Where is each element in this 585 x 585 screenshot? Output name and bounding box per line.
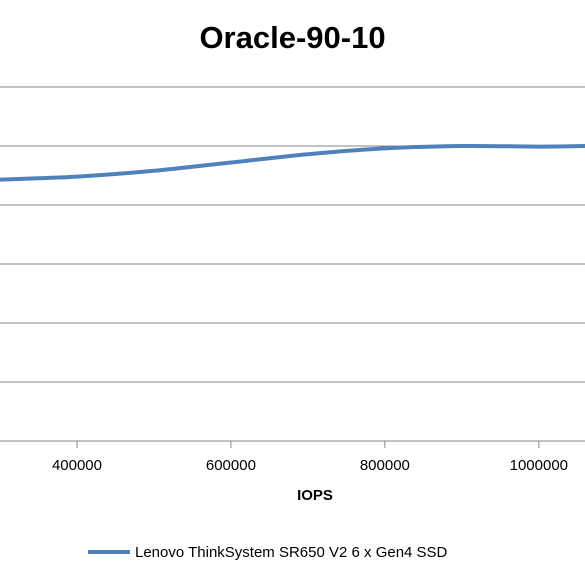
chart-title: Oracle-90-10 [199, 20, 386, 55]
x-tick-label: 800000 [360, 457, 410, 474]
x-tick-label: 600000 [206, 457, 256, 474]
x-tick-label: 400000 [52, 457, 102, 474]
legend-swatch [88, 550, 130, 554]
legend: Lenovo ThinkSystem SR650 V2 6 x Gen4 SSD [88, 541, 447, 563]
x-axis-ticks: 400000 600000 800000 1000000 [52, 441, 568, 474]
x-axis-title: IOPS [297, 487, 333, 504]
legend-label: Lenovo ThinkSystem SR650 V2 6 x Gen4 SSD [135, 543, 448, 561]
gridlines [0, 86, 585, 383]
series-line [0, 143, 585, 182]
x-tick-label: 1000000 [510, 457, 568, 474]
